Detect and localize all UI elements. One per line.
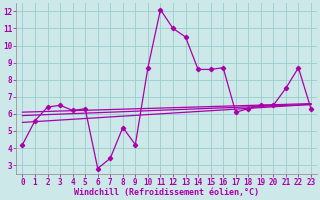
X-axis label: Windchill (Refroidissement éolien,°C): Windchill (Refroidissement éolien,°C) [74, 188, 259, 197]
